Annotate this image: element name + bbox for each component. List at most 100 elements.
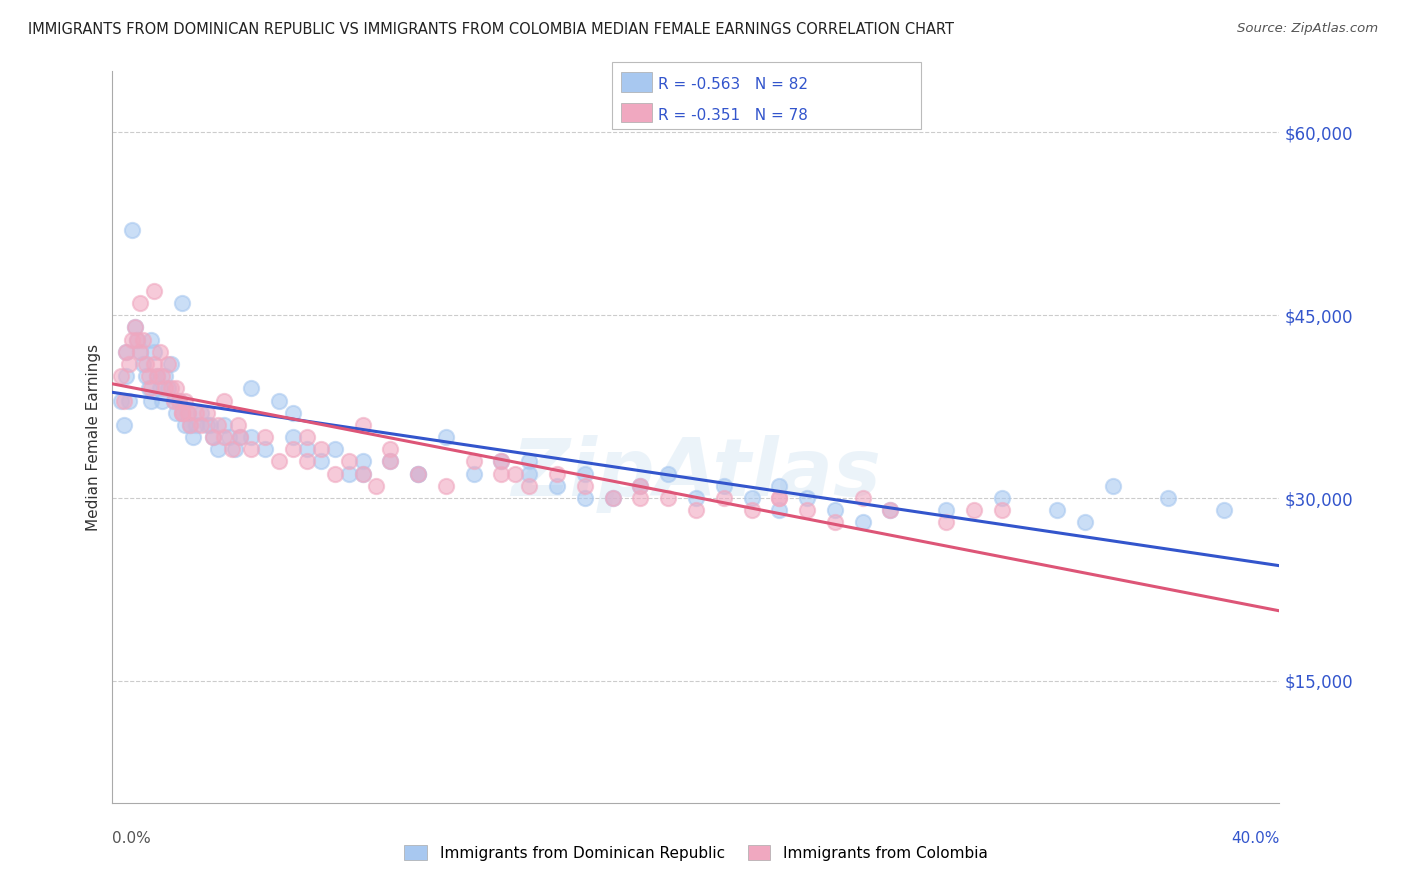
- Point: [181, 430, 204, 444]
- Point: [434, 430, 457, 444]
- Point: [184, 417, 207, 432]
- Text: R = -0.563   N = 82: R = -0.563 N = 82: [658, 78, 808, 92]
- Point: [135, 369, 157, 384]
- Point: [143, 344, 166, 359]
- Point: [768, 503, 790, 517]
- Point: [337, 467, 360, 481]
- Point: [406, 467, 429, 481]
- Point: [824, 503, 846, 517]
- Point: [935, 516, 957, 530]
- Point: [434, 479, 457, 493]
- Point: [406, 467, 429, 481]
- Point: [323, 442, 346, 457]
- Point: [1212, 503, 1234, 517]
- Point: [824, 516, 846, 530]
- Point: [152, 369, 174, 384]
- Point: [207, 417, 229, 432]
- Point: [118, 393, 141, 408]
- Point: [546, 479, 568, 493]
- Point: [517, 467, 540, 481]
- Point: [796, 503, 818, 517]
- Point: [295, 454, 318, 468]
- Point: [121, 223, 143, 237]
- Point: [309, 454, 332, 468]
- Point: [127, 333, 149, 347]
- Point: [212, 417, 235, 432]
- Point: [380, 454, 402, 468]
- Point: [254, 430, 277, 444]
- Point: [112, 393, 135, 408]
- Point: [115, 369, 138, 384]
- Point: [184, 406, 207, 420]
- Point: [229, 430, 252, 444]
- Point: [546, 467, 568, 481]
- Point: [143, 284, 166, 298]
- Point: [602, 491, 624, 505]
- Point: [517, 454, 540, 468]
- Point: [352, 467, 374, 481]
- Point: [309, 442, 332, 457]
- Point: [768, 479, 790, 493]
- Text: IMMIGRANTS FROM DOMINICAN REPUBLIC VS IMMIGRANTS FROM COLOMBIA MEDIAN FEMALE EAR: IMMIGRANTS FROM DOMINICAN REPUBLIC VS IM…: [28, 22, 955, 37]
- Point: [212, 430, 235, 444]
- Point: [935, 503, 957, 517]
- Point: [517, 479, 540, 493]
- Legend: Immigrants from Dominican Republic, Immigrants from Colombia: Immigrants from Dominican Republic, Immi…: [396, 837, 995, 868]
- Point: [112, 417, 135, 432]
- Point: [162, 393, 184, 408]
- Point: [167, 393, 190, 408]
- Point: [198, 417, 221, 432]
- Point: [207, 442, 229, 457]
- Point: [574, 479, 596, 493]
- Point: [269, 393, 291, 408]
- Point: [295, 442, 318, 457]
- Point: [226, 417, 249, 432]
- Point: [269, 454, 291, 468]
- Point: [157, 381, 180, 395]
- Point: [110, 369, 132, 384]
- Point: [463, 454, 485, 468]
- Point: [155, 381, 177, 395]
- Text: 0.0%: 0.0%: [112, 831, 152, 846]
- Point: [602, 491, 624, 505]
- Point: [685, 503, 707, 517]
- Point: [1157, 491, 1180, 505]
- Point: [110, 393, 132, 408]
- Point: [1046, 503, 1069, 517]
- Point: [323, 467, 346, 481]
- Point: [1074, 516, 1097, 530]
- Point: [852, 491, 875, 505]
- Point: [380, 442, 402, 457]
- Point: [170, 406, 193, 420]
- Point: [190, 406, 212, 420]
- Point: [879, 503, 901, 517]
- Point: [179, 417, 201, 432]
- Point: [165, 381, 187, 395]
- Point: [138, 381, 160, 395]
- Point: [240, 442, 263, 457]
- Point: [170, 406, 193, 420]
- Point: [657, 491, 679, 505]
- Text: ZipAtlas: ZipAtlas: [510, 434, 882, 513]
- Point: [574, 467, 596, 481]
- Point: [132, 357, 155, 371]
- Point: [768, 491, 790, 505]
- Point: [176, 406, 198, 420]
- Point: [406, 467, 429, 481]
- Point: [195, 417, 218, 432]
- Point: [141, 333, 163, 347]
- Point: [146, 369, 169, 384]
- Point: [176, 406, 198, 420]
- Point: [160, 357, 183, 371]
- Point: [337, 454, 360, 468]
- Point: [160, 381, 183, 395]
- Point: [281, 406, 304, 420]
- Text: R = -0.351   N = 78: R = -0.351 N = 78: [658, 108, 808, 122]
- Point: [281, 430, 304, 444]
- Point: [149, 381, 172, 395]
- Point: [155, 369, 177, 384]
- Point: [118, 357, 141, 371]
- Point: [221, 442, 243, 457]
- Point: [179, 417, 201, 432]
- Point: [685, 491, 707, 505]
